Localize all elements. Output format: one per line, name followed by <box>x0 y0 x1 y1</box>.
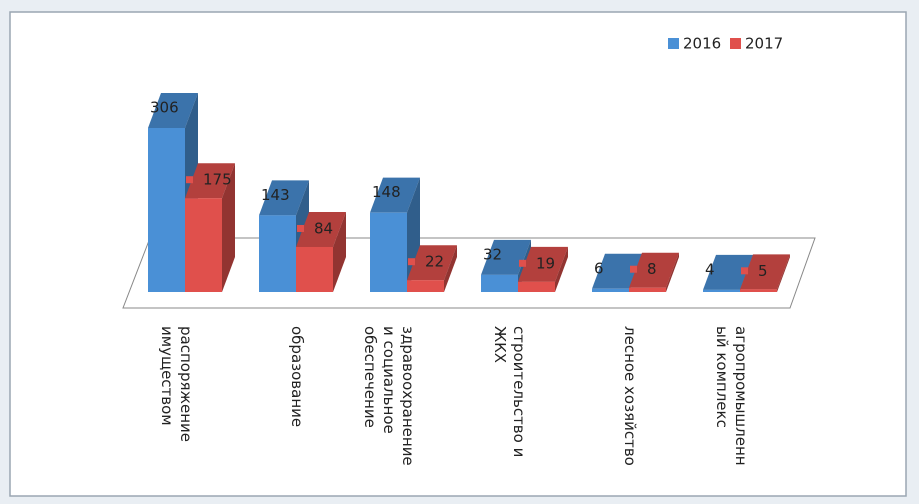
bar <box>481 274 518 292</box>
label-marker <box>741 267 748 275</box>
x-tick-label: лесное хозяйство <box>621 326 639 466</box>
bar-top <box>740 254 790 290</box>
data-label: 5 <box>758 262 768 280</box>
bar-side <box>333 211 346 292</box>
data-label: 84 <box>314 219 333 237</box>
data-label: 32 <box>483 245 502 263</box>
label-marker <box>408 258 415 266</box>
data-label: 306 <box>150 99 179 117</box>
legend-label: 2016 <box>683 35 721 53</box>
bar <box>185 198 222 292</box>
bar <box>407 280 444 292</box>
bar <box>296 246 333 292</box>
bar <box>370 212 407 292</box>
legend-swatch <box>730 38 741 49</box>
bar <box>703 289 740 292</box>
bar-top <box>370 177 420 213</box>
x-tick-label: образование <box>288 326 306 428</box>
bar-side <box>222 163 235 292</box>
data-label: 6 <box>594 259 604 277</box>
bar <box>740 289 777 292</box>
label-marker <box>519 259 526 267</box>
legend-label: 2017 <box>745 35 783 53</box>
bar-side <box>666 252 679 292</box>
label-marker <box>186 176 193 184</box>
bar <box>148 128 185 292</box>
bar-top <box>296 211 346 247</box>
bar-side <box>444 245 457 292</box>
bar-top <box>481 239 531 275</box>
bar-top <box>259 180 309 216</box>
label-marker <box>297 224 304 232</box>
bar-top <box>518 246 568 282</box>
x-tick-label: распоряжение имуществом <box>158 326 195 443</box>
bar-side <box>555 246 568 292</box>
bar-top <box>592 253 642 289</box>
bar <box>518 281 555 292</box>
bar-side <box>777 254 790 292</box>
bar-top <box>703 254 753 290</box>
bar-top <box>629 252 679 288</box>
bar <box>629 287 666 292</box>
bar <box>259 215 296 292</box>
bar-top <box>148 93 198 128</box>
data-label: 175 <box>203 171 232 189</box>
data-label: 148 <box>372 183 401 201</box>
label-marker <box>630 265 637 273</box>
x-tick-label: агропромышленный комплекс <box>713 326 750 466</box>
bar-top <box>407 245 457 281</box>
bar-top <box>185 163 235 199</box>
data-label: 4 <box>705 260 715 278</box>
x-tick-label: здравоохранение и социальное обеспечение <box>361 326 417 466</box>
data-label: 8 <box>647 260 657 278</box>
data-label: 143 <box>261 186 290 204</box>
data-label: 22 <box>425 253 444 271</box>
bar <box>592 288 629 292</box>
data-label: 19 <box>536 254 555 272</box>
x-tick-label: строительство и ЖКХ <box>491 326 528 458</box>
legend-swatch <box>668 38 679 49</box>
